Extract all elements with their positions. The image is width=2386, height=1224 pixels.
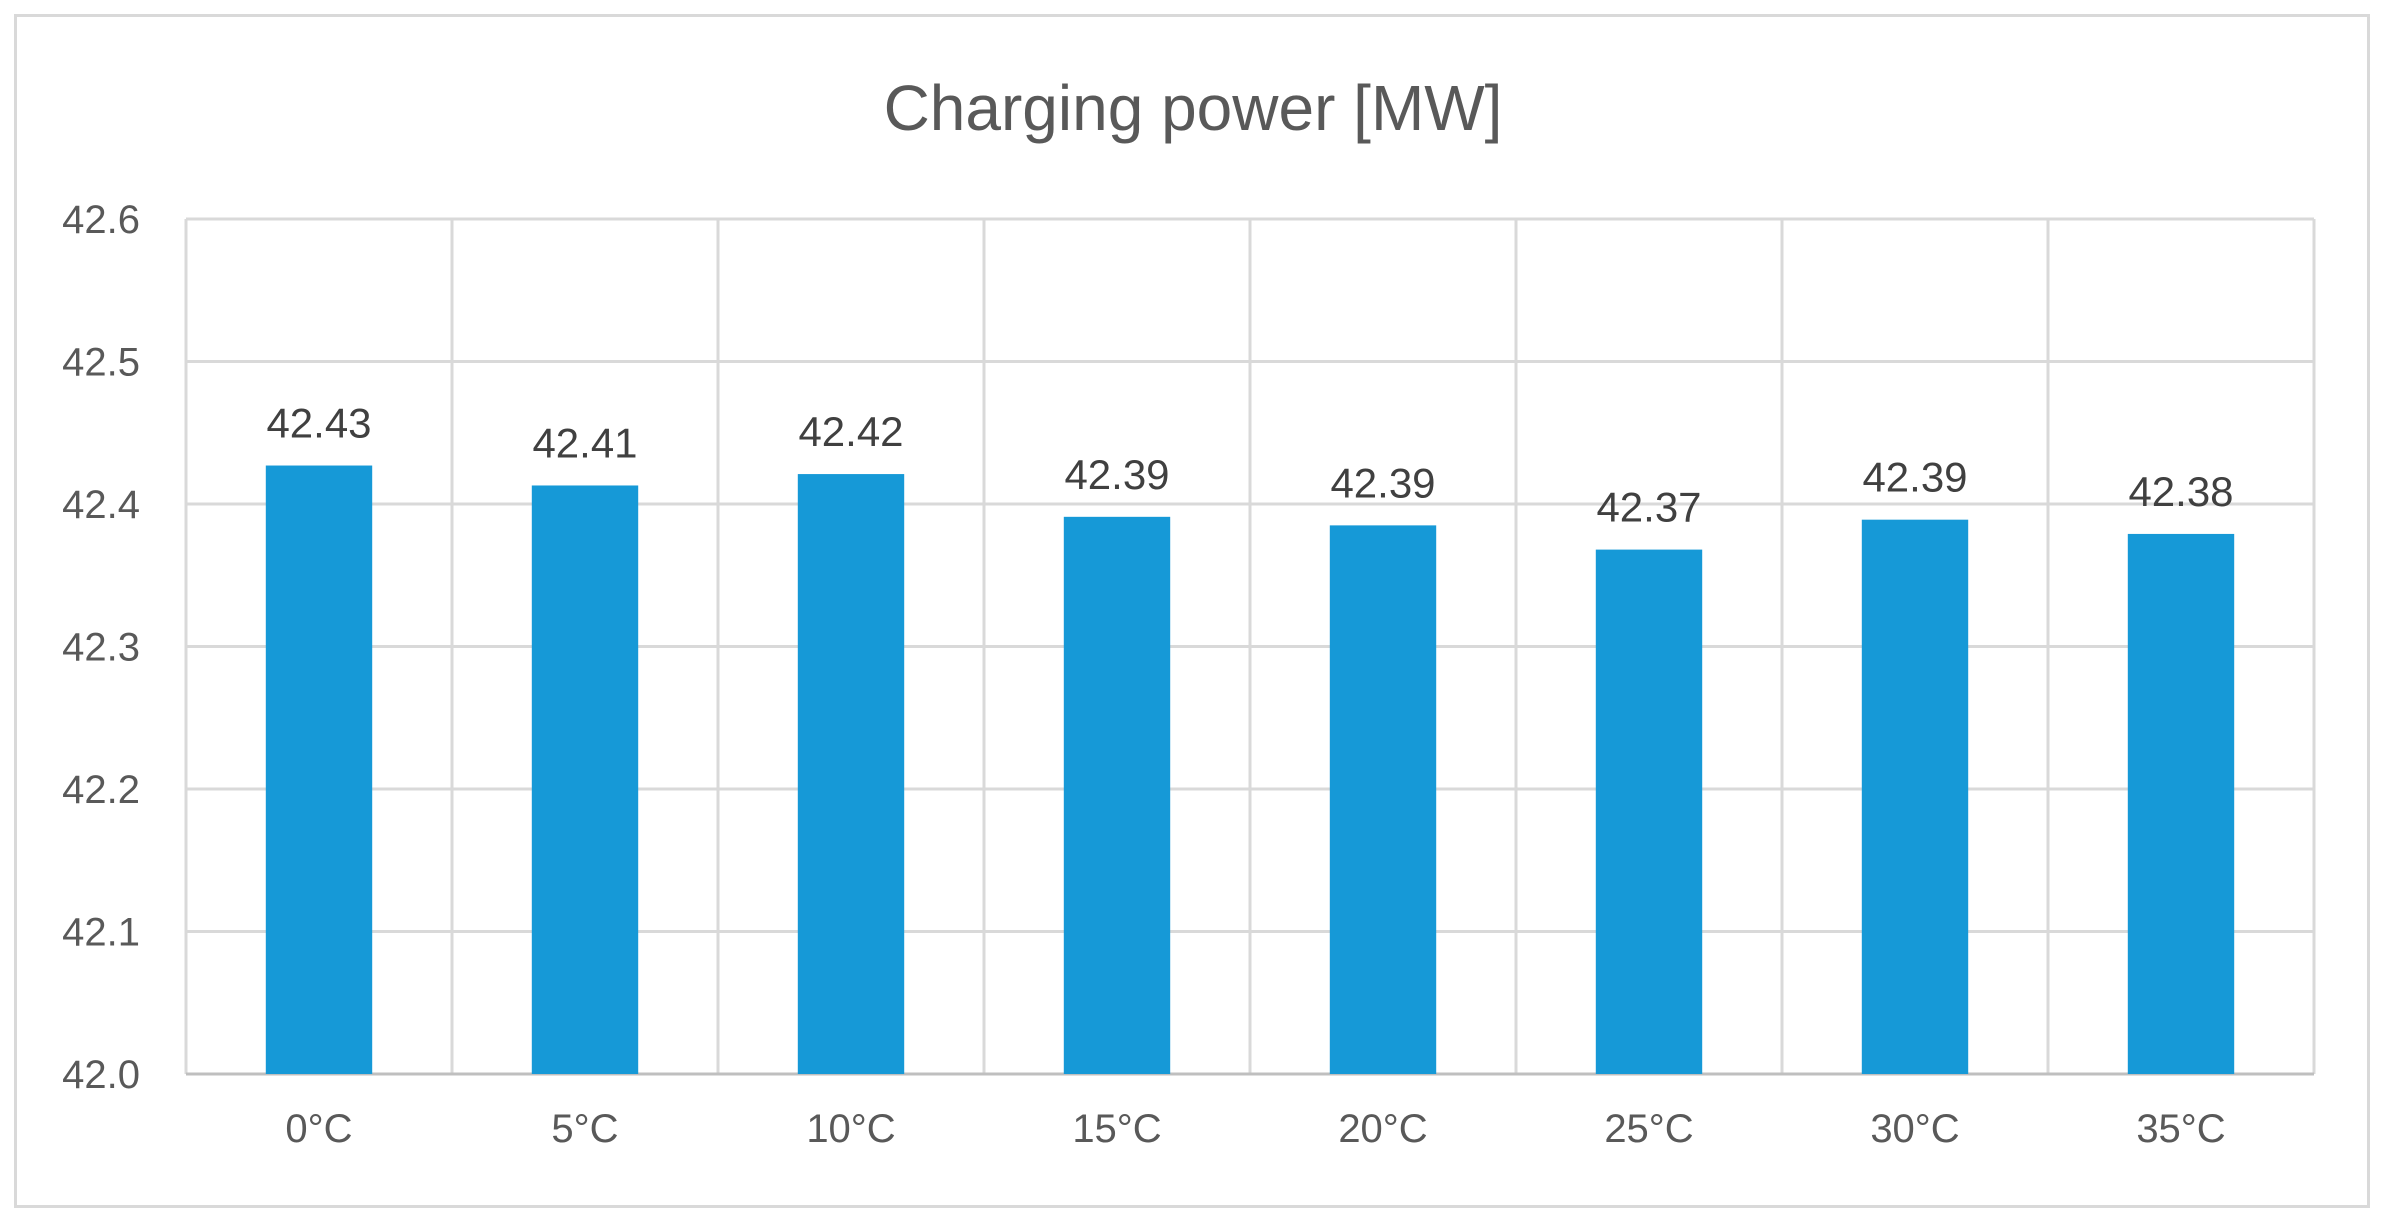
y-tick-label: 42.0 <box>62 1053 140 1097</box>
y-tick-label: 42.3 <box>62 626 140 670</box>
x-tick-label: 0°C <box>285 1107 352 1151</box>
bar <box>1595 549 1703 1074</box>
x-tick-label: 5°C <box>551 1107 618 1151</box>
data-label: 42.39 <box>1064 451 1169 498</box>
data-label: 42.37 <box>1596 484 1701 531</box>
bar <box>531 485 639 1075</box>
chart-frame <box>14 14 2370 1208</box>
bar <box>2127 533 2235 1074</box>
bar <box>797 474 905 1074</box>
label-layer: 42.43 42.41 42.42 42.39 42.39 42.37 42.39 42.38 <box>266 400 2233 531</box>
bar <box>1063 516 1171 1074</box>
chart-title: Charging power [MW] <box>884 72 1503 144</box>
x-tick-label: 35°C <box>2136 1107 2225 1151</box>
bar <box>1329 525 1437 1074</box>
y-tick-label: 42.4 <box>62 483 140 527</box>
grid-layer <box>184 217 2316 1076</box>
y-tick-label: 42.5 <box>62 341 140 385</box>
data-label: 42.39 <box>1862 454 1967 501</box>
x-tick-label: 20°C <box>1338 1107 1427 1151</box>
bar <box>1861 519 1969 1074</box>
x-axis-ticks: 0°C 5°C 10°C 15°C 20°C 25°C 30°C 35°C <box>285 1107 2225 1151</box>
data-label: 42.38 <box>2128 468 2233 515</box>
data-label: 42.39 <box>1330 459 1435 506</box>
bar-layer <box>265 465 2235 1075</box>
bar <box>265 465 373 1074</box>
data-label: 42.42 <box>798 408 903 455</box>
y-axis-ticks: 42.0 42.1 42.2 42.3 42.4 42.5 42.6 <box>62 198 140 1097</box>
x-tick-label: 25°C <box>1604 1107 1693 1151</box>
data-label: 42.43 <box>266 400 371 447</box>
y-tick-label: 42.2 <box>62 768 140 812</box>
x-tick-label: 30°C <box>1870 1107 1959 1151</box>
data-label: 42.41 <box>532 419 637 466</box>
y-tick-label: 42.1 <box>62 911 140 955</box>
x-tick-label: 15°C <box>1072 1107 1161 1151</box>
y-tick-label: 42.6 <box>62 198 140 242</box>
x-tick-label: 10°C <box>806 1107 895 1151</box>
